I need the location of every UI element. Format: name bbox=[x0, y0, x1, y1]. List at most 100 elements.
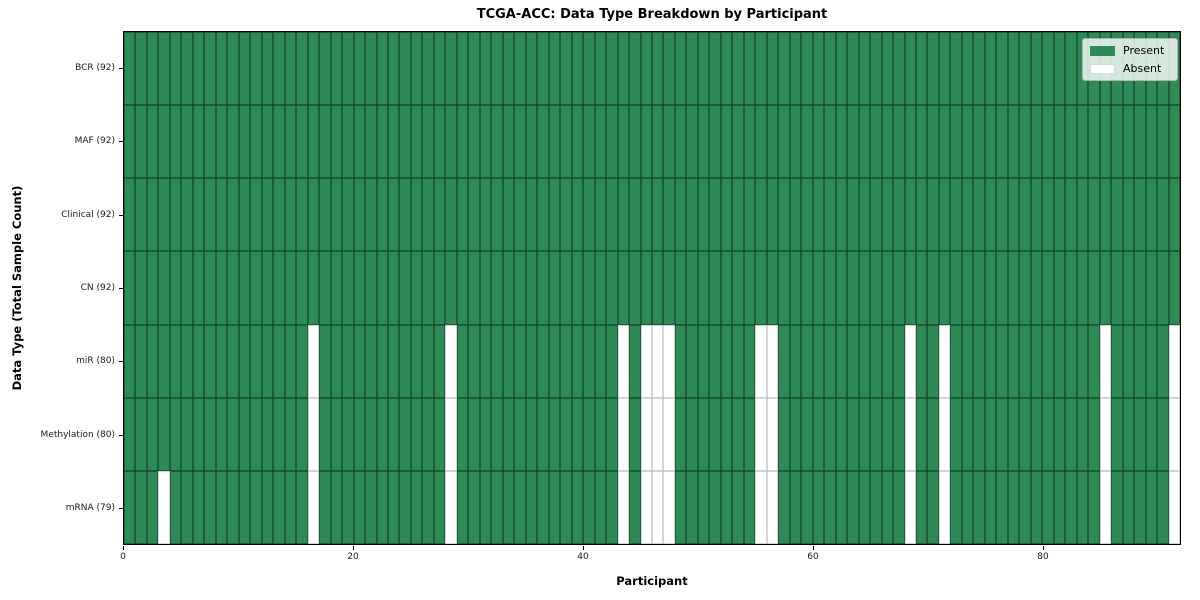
heatmap-cell bbox=[1168, 324, 1180, 398]
heatmap-cell bbox=[870, 178, 882, 252]
heatmap-cell bbox=[617, 178, 630, 252]
heatmap-cell bbox=[606, 32, 618, 106]
heatmap-cell bbox=[663, 251, 675, 325]
heatmap-cell bbox=[365, 324, 377, 398]
heatmap-cell bbox=[376, 251, 388, 325]
heatmap-cell bbox=[399, 324, 411, 398]
heatmap-cell bbox=[1145, 470, 1158, 544]
heatmap-cell bbox=[422, 251, 434, 325]
heatmap-cell bbox=[479, 105, 492, 179]
heatmap-cell bbox=[135, 178, 147, 252]
heatmap-cell bbox=[893, 32, 905, 106]
heatmap-cell bbox=[330, 178, 343, 252]
heatmap-cell bbox=[973, 251, 985, 325]
chart-title: TCGA-ACC: Data Type Breakdown by Partici… bbox=[476, 7, 828, 22]
heatmap-cell bbox=[720, 470, 733, 544]
heatmap-cell bbox=[169, 251, 182, 325]
heatmap-cell bbox=[1007, 178, 1020, 252]
heatmap-cell bbox=[1042, 470, 1054, 544]
heatmap-cell bbox=[801, 324, 813, 398]
heatmap-cell bbox=[709, 397, 721, 471]
heatmap-cell bbox=[950, 178, 962, 252]
heatmap-cell bbox=[537, 470, 549, 544]
heatmap-cell bbox=[973, 105, 985, 179]
heatmap-cell bbox=[973, 178, 985, 252]
heatmap-cell bbox=[904, 178, 916, 252]
heatmap-cell bbox=[537, 251, 549, 325]
heatmap-cell bbox=[181, 324, 193, 398]
plot-area bbox=[123, 31, 1181, 545]
heatmap-cell bbox=[456, 397, 469, 471]
heatmap-cell bbox=[606, 178, 618, 252]
heatmap-cell bbox=[778, 397, 790, 471]
heatmap-cell bbox=[273, 324, 285, 398]
x-axis-title: Participant bbox=[616, 574, 688, 588]
heatmap-cell bbox=[445, 32, 457, 106]
heatmap-cell bbox=[502, 178, 515, 252]
heatmap-cell bbox=[1076, 397, 1089, 471]
heatmap-cell bbox=[1157, 178, 1169, 252]
heatmap-cell bbox=[674, 105, 687, 179]
heatmap-cell bbox=[537, 397, 549, 471]
heatmap-cell bbox=[388, 251, 400, 325]
heatmap-cell bbox=[1134, 251, 1146, 325]
heatmap-cell bbox=[307, 105, 320, 179]
heatmap-cell bbox=[330, 470, 343, 544]
heatmap-cell bbox=[250, 470, 262, 544]
heatmap-cell bbox=[1099, 397, 1112, 471]
heatmap-cell bbox=[192, 32, 205, 106]
legend-label-present: Present bbox=[1123, 44, 1165, 57]
heatmap-cell bbox=[319, 397, 331, 471]
heatmap-cell bbox=[502, 32, 515, 106]
heatmap-cell bbox=[330, 32, 343, 106]
heatmap-cell bbox=[755, 324, 767, 398]
heatmap-cell bbox=[824, 178, 836, 252]
y-tick-mark bbox=[119, 434, 123, 436]
heatmap-cell bbox=[479, 251, 492, 325]
heatmap-cell bbox=[674, 324, 687, 398]
heatmap-cell bbox=[916, 32, 928, 106]
heatmap-cell bbox=[433, 397, 446, 471]
heatmap-cell bbox=[996, 178, 1008, 252]
heatmap-cell bbox=[594, 470, 607, 544]
heatmap-cell bbox=[652, 105, 664, 179]
heatmap-cell bbox=[250, 105, 262, 179]
heatmap-cell bbox=[479, 178, 492, 252]
heatmap-cell bbox=[950, 397, 962, 471]
heatmap-cell bbox=[250, 397, 262, 471]
heatmap-cell bbox=[525, 251, 538, 325]
heatmap-cell bbox=[801, 470, 813, 544]
heatmap-cell bbox=[433, 251, 446, 325]
heatmap-cell bbox=[1134, 324, 1146, 398]
heatmap-cell bbox=[663, 105, 675, 179]
heatmap-cell bbox=[789, 397, 802, 471]
heatmap-cell bbox=[1065, 178, 1077, 252]
heatmap-cell bbox=[858, 397, 871, 471]
heatmap-cell bbox=[663, 324, 675, 398]
heatmap-cell bbox=[353, 178, 366, 252]
heatmap-cell bbox=[961, 470, 974, 544]
heatmap-cell bbox=[365, 251, 377, 325]
heatmap-cell bbox=[410, 32, 423, 106]
x-tick-mark bbox=[813, 546, 814, 550]
heatmap-cell bbox=[433, 178, 446, 252]
heatmap-cell bbox=[950, 105, 962, 179]
heatmap-cell bbox=[479, 32, 492, 106]
heatmap-cell bbox=[422, 324, 434, 398]
heatmap-cell bbox=[1157, 251, 1169, 325]
heatmap-cell bbox=[227, 32, 239, 106]
heatmap-cell bbox=[686, 178, 698, 252]
heatmap-cell bbox=[824, 251, 836, 325]
heatmap-cell bbox=[284, 324, 297, 398]
heatmap-cell bbox=[192, 397, 205, 471]
heatmap-cell bbox=[433, 470, 446, 544]
heatmap-cell bbox=[916, 178, 928, 252]
heatmap-cell bbox=[250, 251, 262, 325]
y-tick-mark bbox=[119, 508, 123, 510]
heatmap-cell bbox=[445, 397, 457, 471]
heatmap-cell bbox=[674, 32, 687, 106]
heatmap-cell bbox=[146, 178, 159, 252]
heatmap-cell bbox=[296, 251, 308, 325]
heatmap-cell bbox=[881, 251, 894, 325]
heatmap-cell bbox=[479, 324, 492, 398]
